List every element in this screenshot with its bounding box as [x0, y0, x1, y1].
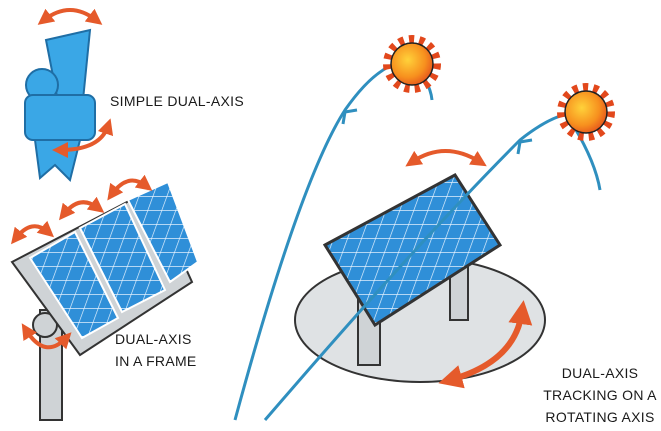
label: DUAL-AXIS [115, 331, 192, 347]
rotating-tracker [295, 151, 545, 382]
illustration: SIMPLE DUAL-AXIS DUAL-AXIS IN A FRAME DU… [0, 0, 661, 431]
label: IN A FRAME [115, 353, 197, 369]
label: ROTATING AXIS [545, 409, 654, 425]
label: SIMPLE DUAL-AXIS [110, 93, 244, 109]
page: SIMPLE DUAL-AXIS DUAL-AXIS IN A FRAME DU… [0, 0, 661, 431]
simple-tracker [25, 10, 108, 180]
sun [562, 88, 610, 136]
sun [388, 40, 436, 88]
frame-tracker [12, 181, 198, 420]
label: DUAL-AXIS [562, 365, 639, 381]
label: TRACKING ON A [543, 387, 657, 403]
